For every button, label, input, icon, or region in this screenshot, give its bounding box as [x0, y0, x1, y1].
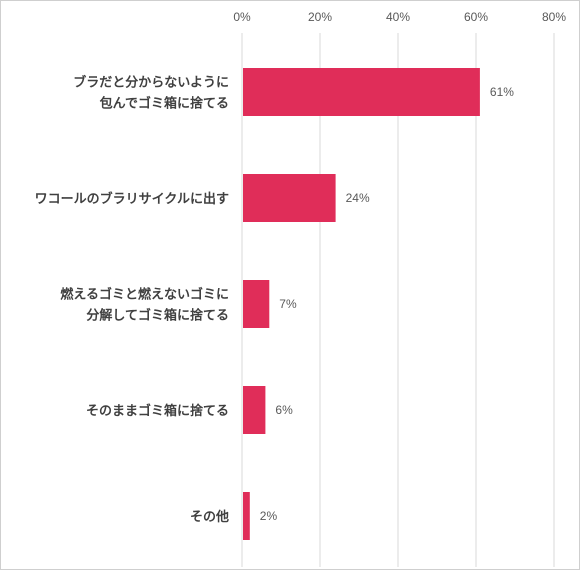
data-label: 61%: [490, 85, 514, 99]
data-label: 24%: [346, 191, 370, 205]
x-tick-label: 60%: [464, 10, 488, 24]
category-label: ワコールのブラリサイクルに出す: [35, 191, 229, 207]
x-tick-label: 0%: [233, 10, 251, 24]
category-label: その他: [190, 509, 229, 525]
data-label: 6%: [275, 403, 293, 417]
bar: [243, 492, 250, 540]
category-label: そのままゴミ箱に捨てる: [86, 403, 229, 419]
bar: [243, 174, 336, 222]
category-label: 分解してゴミ箱に捨てる: [86, 308, 229, 324]
data-label: 2%: [260, 509, 278, 523]
x-tick-label: 80%: [542, 10, 566, 24]
x-tick-label: 20%: [308, 10, 332, 24]
category-label: 燃えるゴミと燃えないゴミに: [60, 287, 229, 303]
x-tick-label: 40%: [386, 10, 410, 24]
bar: [243, 386, 266, 434]
category-label: 包んでゴミ箱に捨てる: [100, 96, 229, 112]
bar: [243, 280, 270, 328]
category-label: ブラだと分からないように: [73, 75, 229, 91]
data-label: 7%: [279, 297, 297, 311]
bar: [243, 68, 480, 116]
